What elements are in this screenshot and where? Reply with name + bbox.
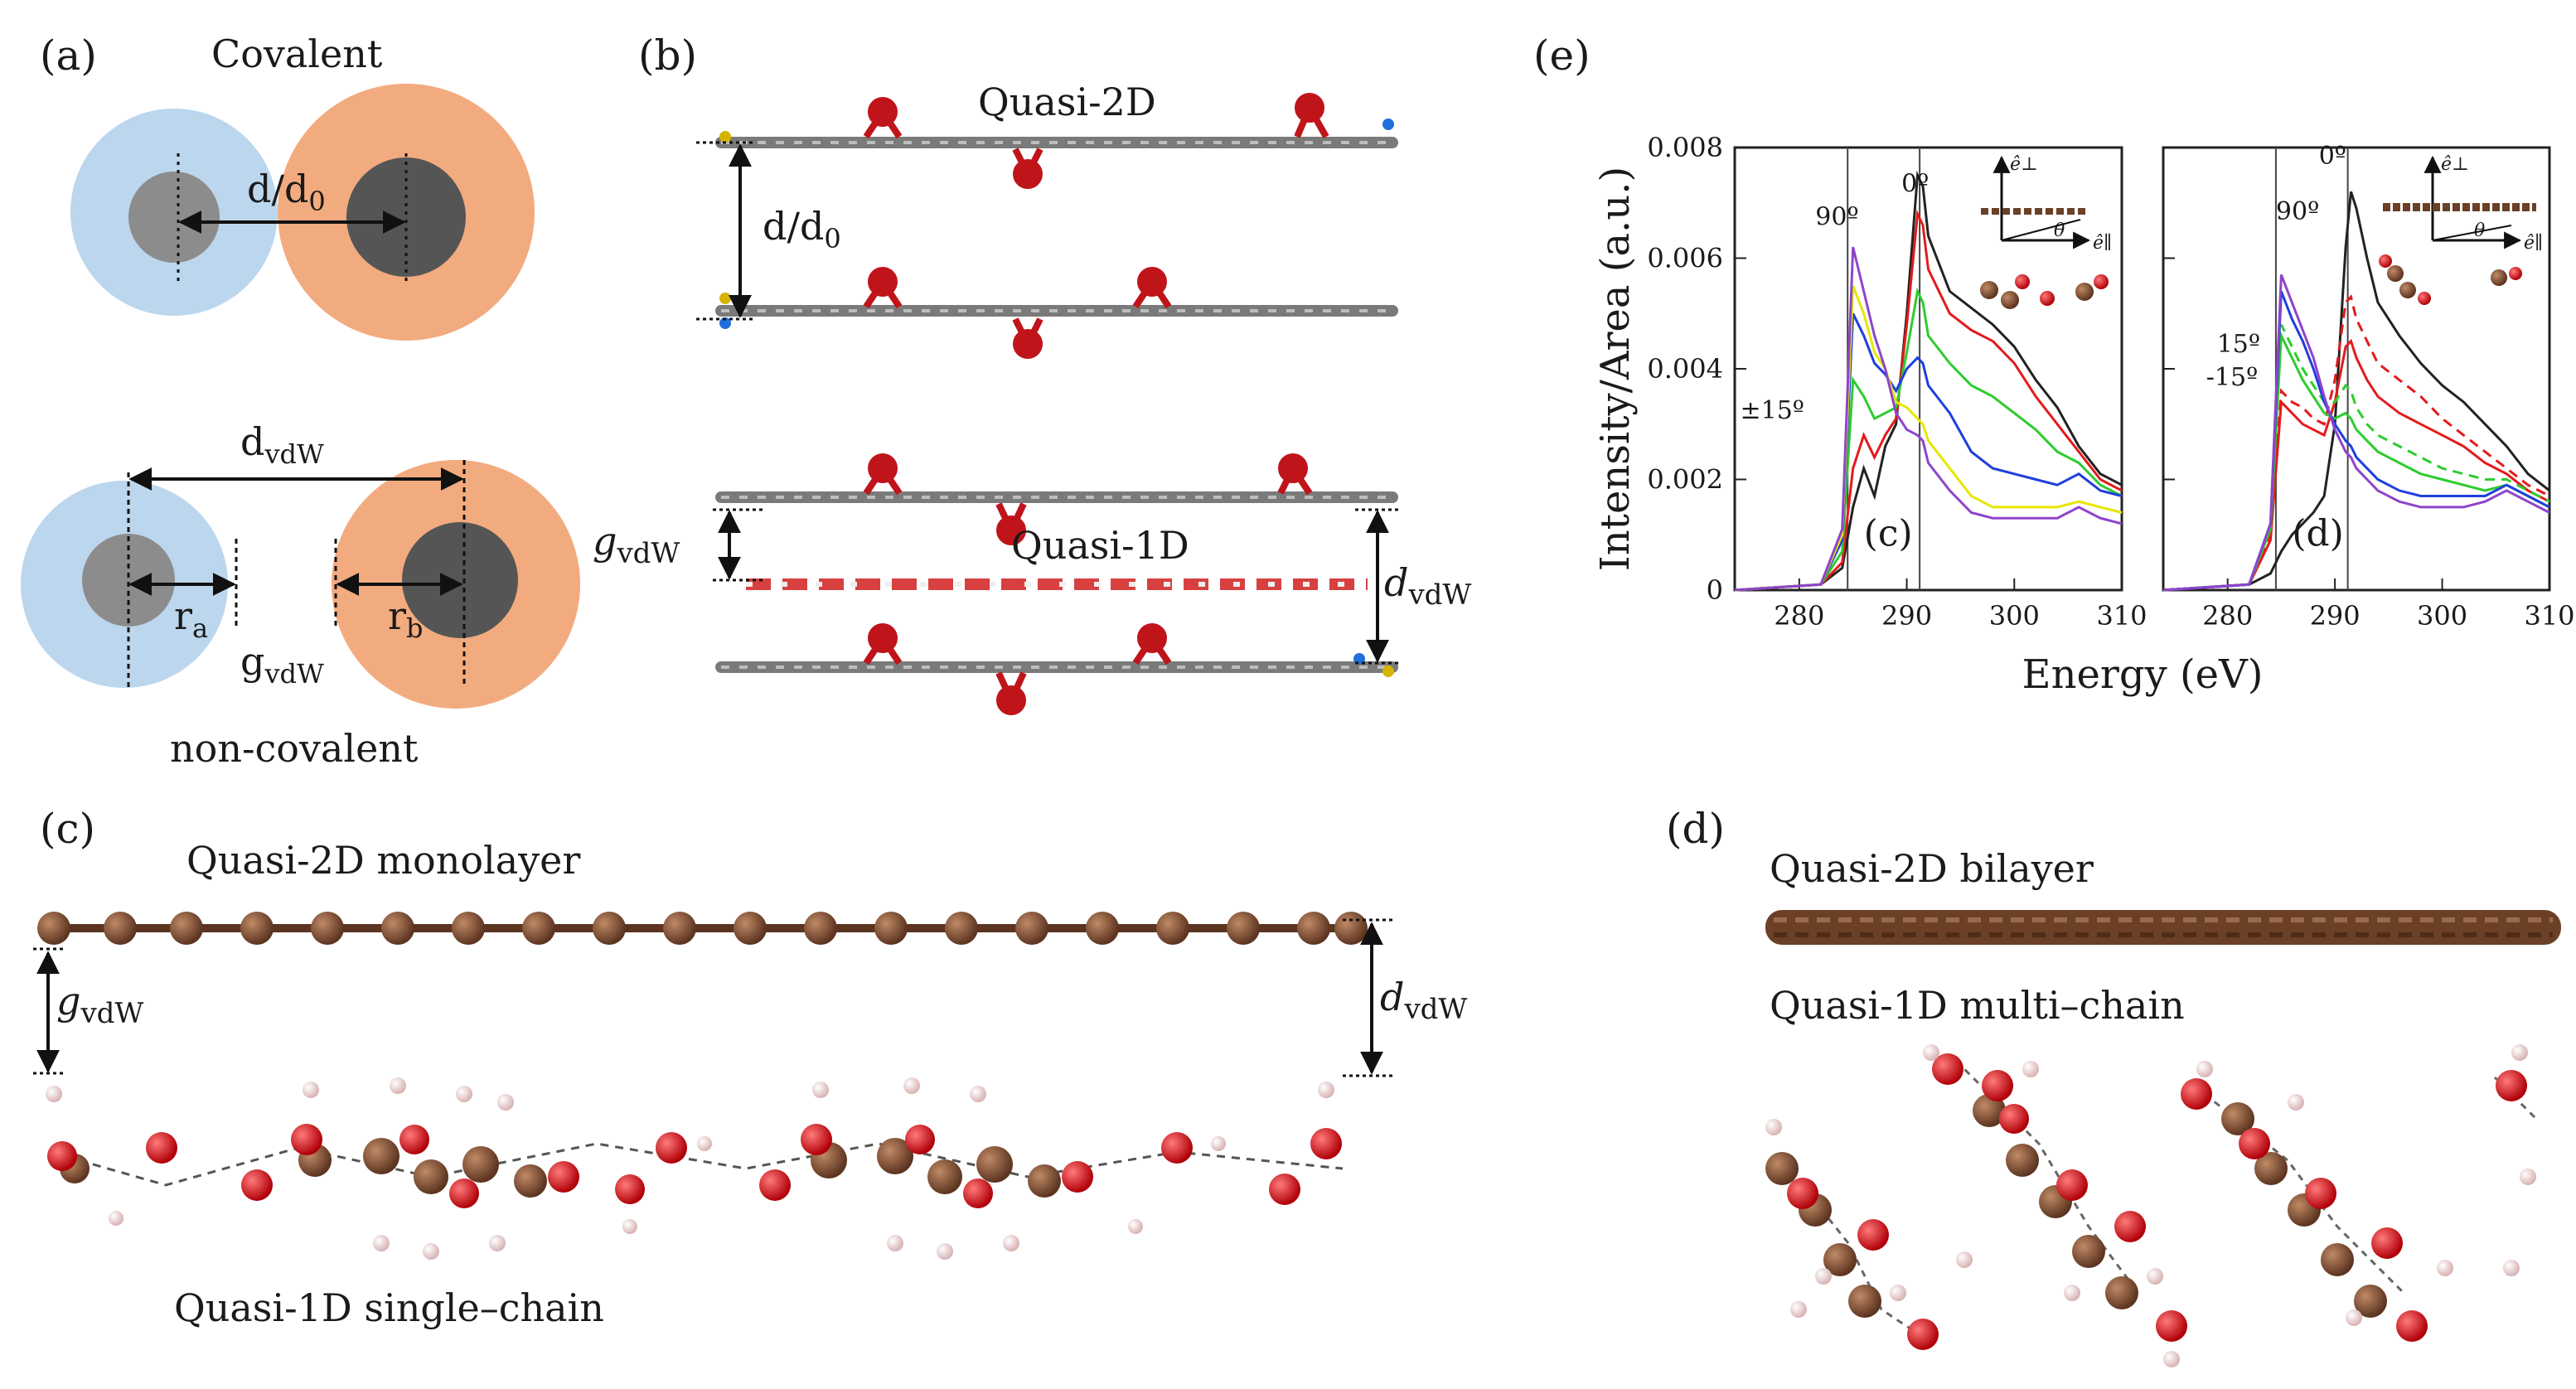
c-gvdw-label: gvdW xyxy=(56,979,144,1031)
subplot-d-series-30-line xyxy=(2162,323,2550,592)
ytick-label: 0.004 xyxy=(1647,353,1723,385)
inset-d-geometry xyxy=(2379,155,2536,305)
subplot-c-series-90-line xyxy=(1734,246,2123,592)
panel-b-layers xyxy=(696,93,1401,715)
bilayer-label: Quasi-2D bilayer xyxy=(1770,846,2094,891)
panel-d-structure xyxy=(1765,910,2561,1367)
subplot-c-annotation: 0º xyxy=(1901,169,1929,198)
subplot-c-xtick-label: 310 xyxy=(2096,600,2147,632)
atom-b-core xyxy=(346,157,466,277)
panel-label-b: (b) xyxy=(638,31,698,80)
subplot-c-annotation: ±15º xyxy=(1740,396,1804,425)
ytick-label: 0.002 xyxy=(1647,464,1723,496)
subplot-c-label: (c) xyxy=(1864,513,1913,555)
panel-c-structure xyxy=(33,912,1392,1260)
subplot-d-annotation: 15º xyxy=(2217,330,2260,359)
x-axis-title: Energy (eV) xyxy=(2022,651,2264,698)
panel-label-d: (d) xyxy=(1666,805,1726,853)
panel-a-covalent-diagram xyxy=(70,84,535,341)
subplot-d-inset-label: ê⊥ xyxy=(2441,154,2469,175)
subplot-c-inset-label: ê⊥ xyxy=(2010,154,2038,175)
subplot-d-series--15-line xyxy=(2162,338,2550,592)
ytick-label: 0.006 xyxy=(1647,243,1723,274)
subplot-c-inset-label: ê∥ xyxy=(2093,233,2112,254)
b-d-d0-label: d/d0 xyxy=(763,204,841,255)
subplot-c-xtick-label: 290 xyxy=(1881,600,1932,632)
ra-label: ra xyxy=(174,593,209,645)
subplot-d-xtick-label: 310 xyxy=(2524,600,2574,632)
subplot-d-xtick-label: 290 xyxy=(2310,600,2361,632)
subplot-d-series-0-line xyxy=(2162,191,2550,592)
subplot-d-series--30-line xyxy=(2162,331,2550,592)
subplot-c-xtick-label: 300 xyxy=(1989,600,2040,632)
monolayer-label: Quasi-2D monolayer xyxy=(186,838,581,883)
subplot-c-series-30-line xyxy=(1734,287,2123,592)
b-gvdw-label: gvdW xyxy=(593,519,680,571)
y-axis-title: Intensity/Area (a.u.) xyxy=(1592,167,1639,571)
a-gvdw-label: gvdW xyxy=(240,639,324,690)
ytick-label: 0.008 xyxy=(1647,132,1723,163)
panel-label-a: (a) xyxy=(40,31,97,80)
subplot-d-annotation: -15º xyxy=(2206,363,2258,392)
subplot-c-series-15-line xyxy=(1734,209,2123,592)
rb-label: rb xyxy=(388,593,424,645)
panel-label-c: (c) xyxy=(40,805,96,853)
non-covalent-label: non-covalent xyxy=(170,726,419,771)
b-dvdw-label: dvdW xyxy=(1384,560,1472,612)
subplot-c-xtick-label: 280 xyxy=(1774,600,1824,632)
subplot-c-series-45-line xyxy=(1734,312,2123,592)
quasi-1d-label: Quasi-1D xyxy=(1011,523,1189,568)
subplot-c-series-60-line xyxy=(1734,285,2123,592)
inset-c-geometry xyxy=(1980,155,2109,309)
c-dvdw-label: dvdW xyxy=(1380,975,1468,1027)
multi-chain-label: Quasi-1D multi–chain xyxy=(1770,983,2185,1028)
subplot-d-xtick-label: 300 xyxy=(2417,600,2467,632)
subplot-d-inset-label: ê∥ xyxy=(2524,233,2543,254)
single-chain-label: Quasi-1D single–chain xyxy=(174,1285,604,1330)
atom-a-core xyxy=(128,172,220,263)
subplot-d-annotation: 90º xyxy=(2276,197,2319,226)
subplot-c-series-0-line xyxy=(1734,170,2123,592)
subplot-d-series-60-line xyxy=(2162,290,2550,592)
subplot-c-annotation: 90º xyxy=(1815,202,1858,231)
subplot-d-xtick-label: 280 xyxy=(2202,600,2253,632)
a-d-d0-label: d/d0 xyxy=(247,167,326,218)
subplot-d-series-15-line xyxy=(2162,294,2550,592)
subplot-d-series-90-line xyxy=(2162,273,2550,592)
covalent-label: Covalent xyxy=(211,31,383,76)
panel-label-e: (e) xyxy=(1533,31,1591,80)
subplot-d-label: (d) xyxy=(2292,513,2344,555)
panel-a-noncovalent-diagram xyxy=(21,460,580,709)
ytick-label: 0 xyxy=(1707,574,1723,606)
quasi-2d-label: Quasi-2D xyxy=(978,80,1156,124)
a-dvdw-label: dvdW xyxy=(240,419,324,471)
subplot-d-annotation: 0º xyxy=(2319,142,2346,171)
